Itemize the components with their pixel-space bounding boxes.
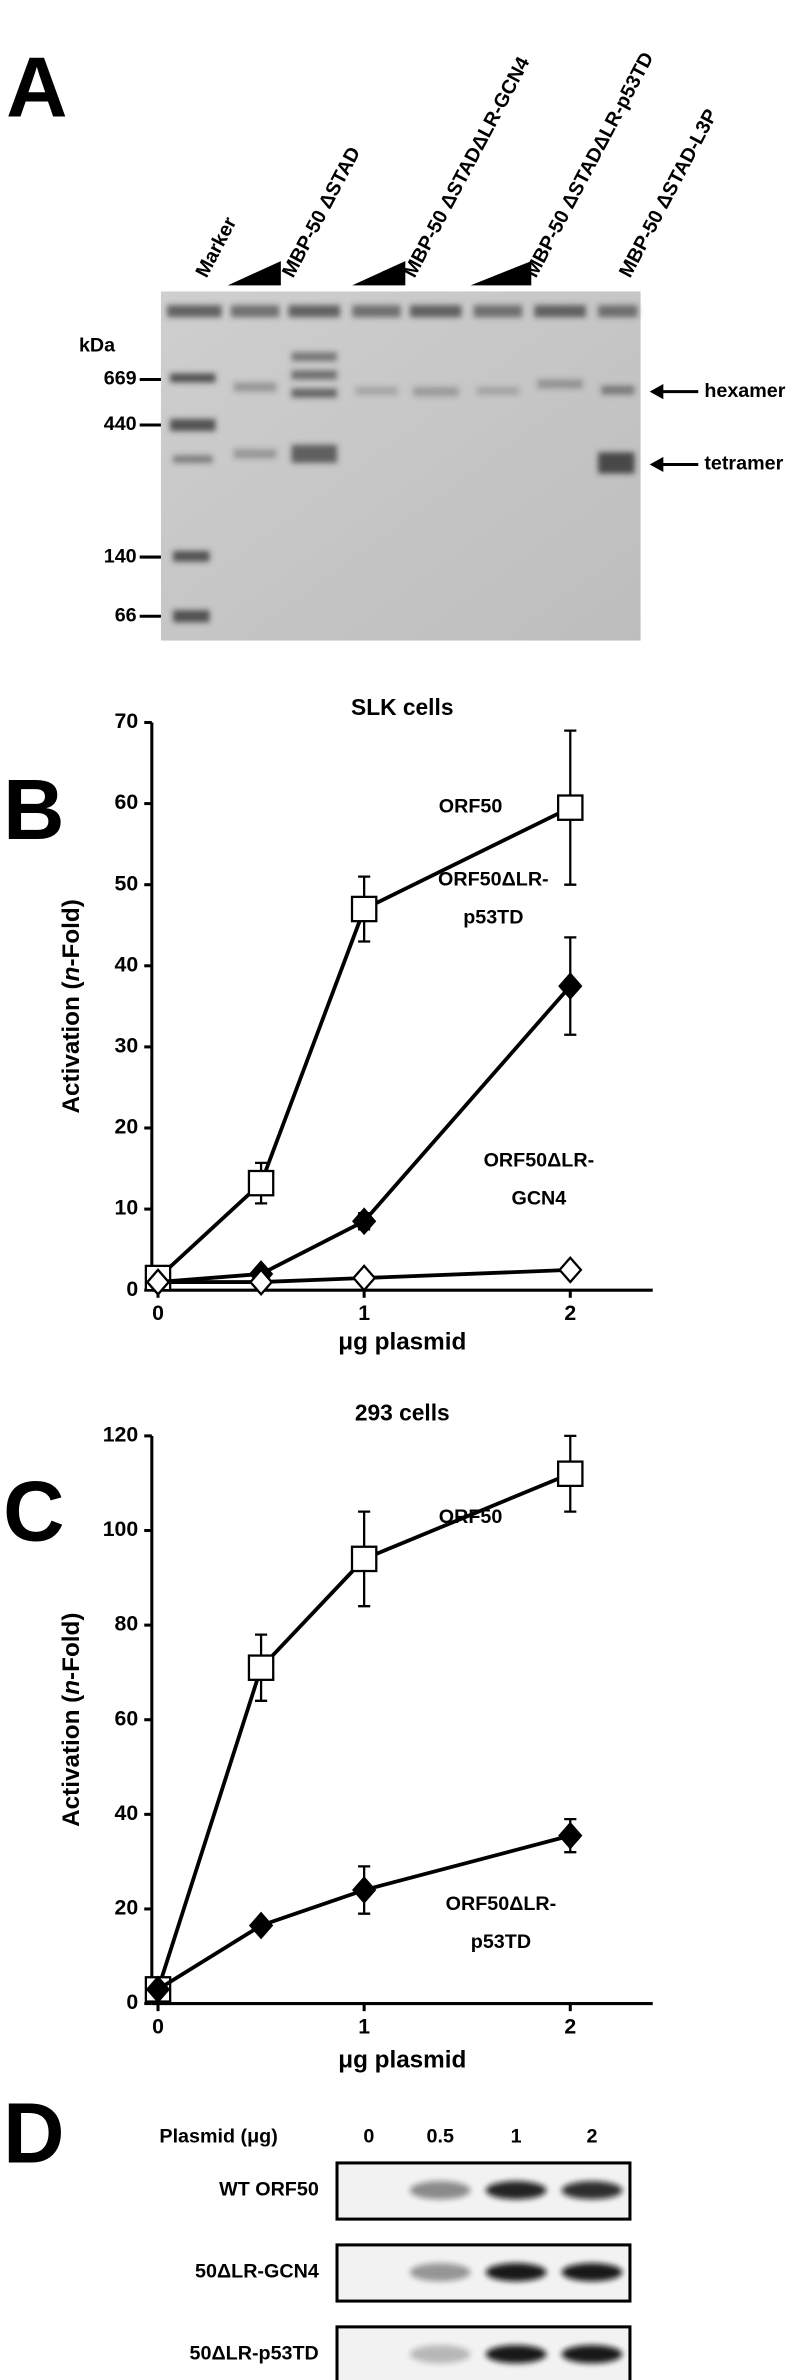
blot-header: Plasmid (μg) — [159, 2125, 277, 2147]
arrow-label: tetramer — [704, 453, 783, 475]
lane-label: MBP-50 ΔSTAD-L3P — [615, 106, 722, 281]
chart-title: 293 cells — [355, 1400, 450, 1426]
marker — [145, 1975, 171, 2004]
marker — [350, 895, 378, 923]
marker — [247, 1169, 275, 1197]
marker — [352, 1207, 377, 1236]
marker — [350, 1545, 378, 1573]
panel-letter: A — [6, 41, 67, 136]
blot-band — [409, 2345, 471, 2364]
x-tick-label: 0 — [152, 1301, 164, 1325]
y-axis-label: Activation (n-Fold) — [58, 1613, 85, 1827]
x-axis-label: μg plasmid — [338, 2047, 466, 2074]
column-label: 1 — [511, 2125, 522, 2147]
series-label: p53TD — [463, 907, 523, 929]
y-axis-label-part: n — [58, 1680, 85, 1695]
marker — [558, 1821, 583, 1850]
y-tick-label: 80 — [115, 1612, 139, 1636]
y-tick-label: 20 — [115, 1115, 139, 1139]
y-tick-label: 40 — [115, 1801, 139, 1825]
series-label: ORF50ΔLR- — [484, 1149, 595, 1171]
y-tick-label: 70 — [115, 709, 139, 733]
marker — [145, 1268, 171, 1296]
series-label: ORF50ΔLR- — [446, 1893, 557, 1915]
y-tick-label: 100 — [103, 1517, 138, 1541]
y-axis-label-part: n — [58, 967, 85, 982]
blot-band — [409, 2263, 471, 2282]
y-axis-label: Activation (n-Fold) — [58, 899, 85, 1113]
series-label: ORF50 — [439, 796, 503, 818]
row-label: 50ΔLR-p53TD — [190, 2342, 319, 2364]
series-label: ORF50 — [439, 1506, 503, 1528]
blot-band — [485, 2263, 547, 2282]
series-line — [156, 805, 572, 1280]
gel — [139, 261, 699, 641]
blot-band — [561, 2263, 623, 2282]
row-label: 50ΔLR-GCN4 — [195, 2260, 319, 2282]
lane-label: Marker — [192, 213, 242, 281]
y-axis-label-part: Activation ( — [58, 980, 85, 1113]
x-tick-label: 2 — [564, 1301, 576, 1325]
column-label: 0 — [363, 2125, 374, 2147]
marker-label: 66 — [115, 604, 137, 626]
blot-band — [561, 2345, 623, 2364]
y-axis-label-part: -Fold) — [58, 1613, 85, 1680]
series-label: GCN4 — [511, 1187, 566, 1209]
marker-label: 440 — [104, 413, 137, 435]
y-tick-label: 0 — [126, 1990, 138, 2014]
y-tick-label: 20 — [115, 1896, 139, 1920]
x-tick-label: 1 — [358, 1301, 370, 1325]
panel-letter: D — [3, 2087, 64, 2182]
lane-label: MBP-50 ΔSTAD — [278, 143, 365, 281]
blot-band — [485, 2345, 547, 2364]
marker — [556, 1460, 584, 1488]
blot-frame — [335, 2161, 632, 2221]
gel-background — [160, 291, 641, 641]
series-line — [158, 1268, 571, 1284]
marker — [352, 1876, 377, 1904]
row-label: WT ORF50 — [219, 2178, 319, 2200]
series-label: ORF50ΔLR- — [438, 869, 549, 891]
x-tick-label: 2 — [564, 2014, 576, 2038]
marker — [248, 1911, 274, 1940]
panel-letter: C — [3, 1464, 64, 1559]
marker-label: 669 — [104, 368, 137, 390]
marker — [556, 794, 584, 821]
x-tick-label: 1 — [358, 2014, 370, 2038]
y-tick-label: 40 — [115, 952, 139, 976]
panel-letter: B — [3, 763, 64, 858]
blot-band — [409, 2181, 471, 2200]
chart-title: SLK cells — [351, 694, 453, 720]
y-axis-label-part: -Fold) — [58, 899, 85, 966]
x-tick-label: 0 — [152, 2014, 164, 2038]
y-axis-label-part: Activation ( — [58, 1694, 85, 1827]
unit-label: kDa — [79, 334, 116, 356]
marker — [248, 1268, 274, 1296]
column-label: 0.5 — [427, 2125, 454, 2147]
column-label: 2 — [587, 2125, 598, 2147]
series-line — [157, 1833, 571, 1991]
y-tick-label: 50 — [115, 871, 139, 895]
x-axis-label: μg plasmid — [338, 1329, 466, 1356]
marker — [558, 972, 583, 1000]
y-tick-label: 30 — [115, 1033, 139, 1057]
lane-label: MBP-50 ΔSTADΔLR-GCN4 — [399, 53, 534, 281]
marker — [247, 1654, 275, 1681]
y-tick-label: 0 — [126, 1277, 138, 1301]
y-tick-label: 120 — [103, 1423, 138, 1447]
marker — [558, 1256, 583, 1284]
marker — [352, 1264, 377, 1292]
blot-band — [561, 2181, 623, 2200]
series-line — [156, 1471, 571, 1990]
y-tick-label: 10 — [115, 1196, 139, 1220]
blot-band — [485, 2181, 547, 2200]
y-tick-label: 60 — [115, 790, 139, 814]
series-line — [157, 984, 572, 1284]
arrow-label: hexamer — [704, 380, 785, 402]
y-tick-label: 60 — [115, 1706, 139, 1730]
marker-label: 140 — [104, 545, 137, 567]
series-label: p53TD — [471, 1931, 531, 1953]
